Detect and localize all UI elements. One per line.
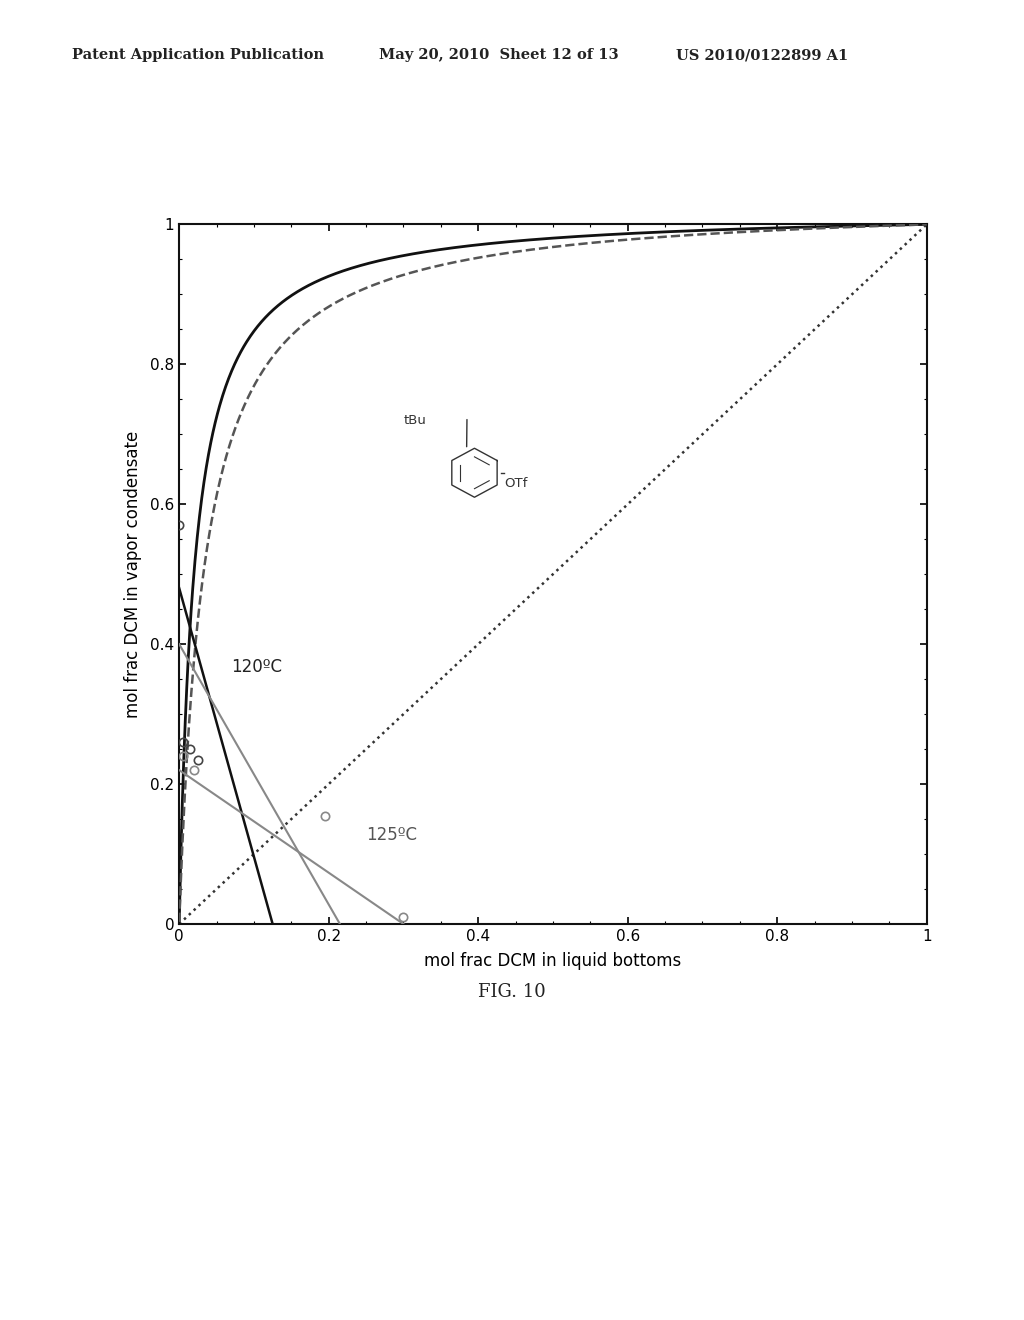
- Text: OTf: OTf: [505, 477, 527, 490]
- Text: tBu: tBu: [403, 413, 426, 426]
- Text: 120ºC: 120ºC: [231, 659, 283, 676]
- Y-axis label: mol frac DCM in vapor condensate: mol frac DCM in vapor condensate: [124, 430, 141, 718]
- Text: 125ºC: 125ºC: [367, 826, 417, 843]
- Text: May 20, 2010  Sheet 12 of 13: May 20, 2010 Sheet 12 of 13: [379, 49, 618, 62]
- X-axis label: mol frac DCM in liquid bottoms: mol frac DCM in liquid bottoms: [424, 952, 682, 970]
- Text: Patent Application Publication: Patent Application Publication: [72, 49, 324, 62]
- Text: US 2010/0122899 A1: US 2010/0122899 A1: [676, 49, 848, 62]
- Text: FIG. 10: FIG. 10: [478, 982, 546, 1001]
